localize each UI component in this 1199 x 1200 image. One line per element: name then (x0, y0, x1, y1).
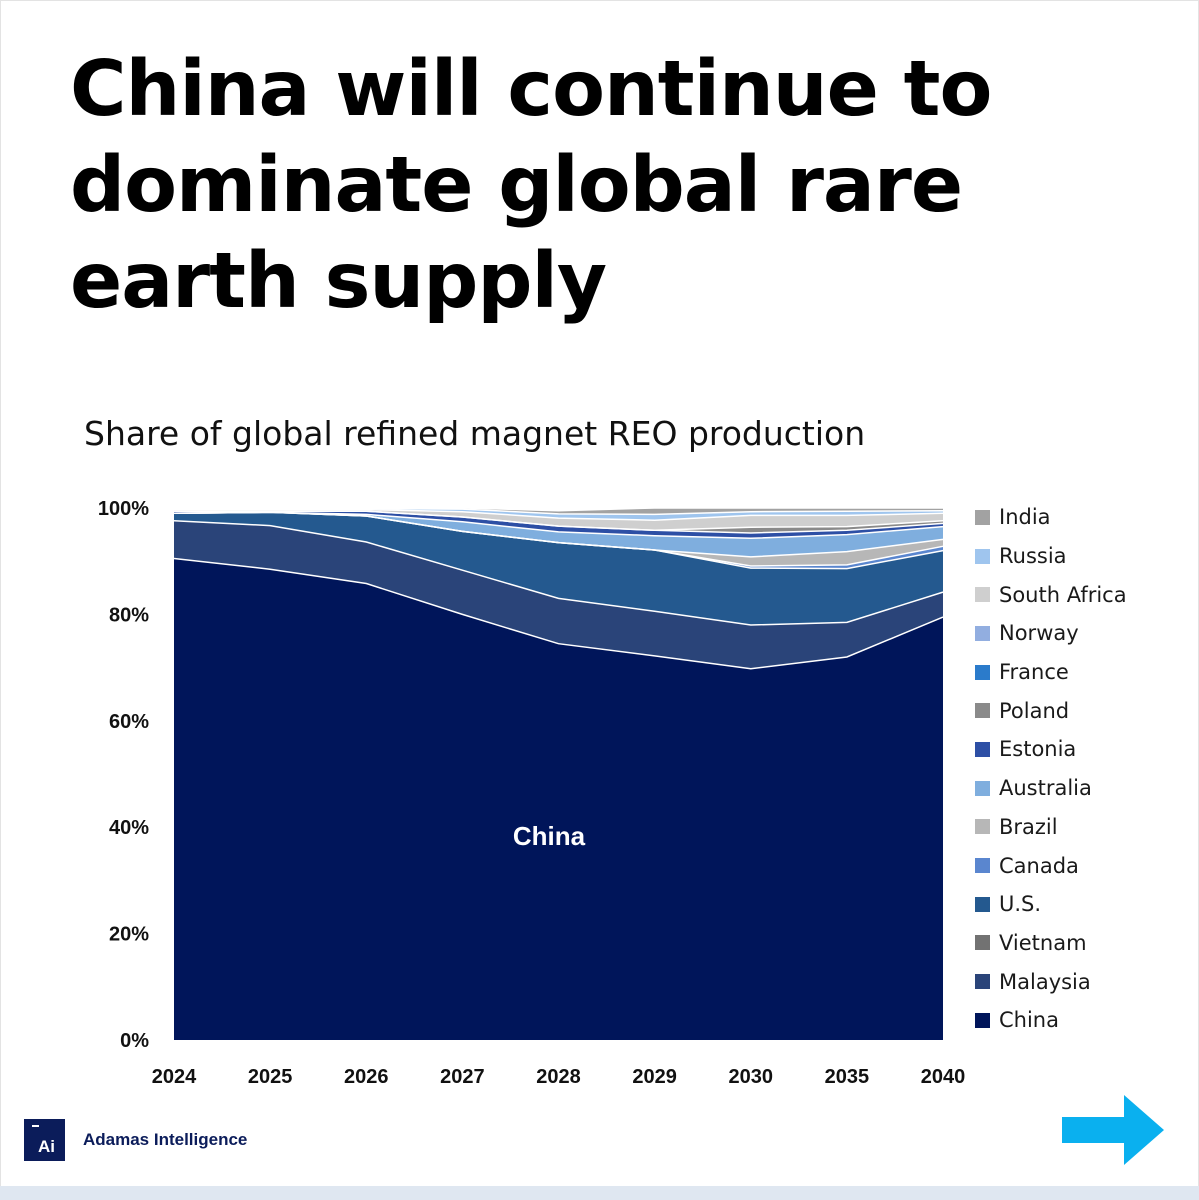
y-tick-label: 100% (98, 498, 149, 520)
x-tick-label: 2035 (825, 1066, 870, 1088)
brand-logo: Ai Adamas Intelligence (24, 1119, 247, 1161)
headline: China will continue to dominate global r… (70, 45, 992, 326)
x-tick-label: 2024 (152, 1066, 197, 1088)
legend-item: Estonia (975, 730, 1127, 769)
legend-label: Norway (999, 621, 1079, 646)
legend-swatch (975, 548, 990, 564)
legend-label: China (999, 1008, 1059, 1033)
legend-item: Norway (975, 614, 1127, 653)
area-layers (174, 508, 943, 1040)
legend-label: France (999, 660, 1069, 685)
legend-swatch (975, 509, 990, 525)
legend-swatch (975, 780, 990, 796)
legend-item: China (975, 1001, 1127, 1040)
logo-mark-text: Ai (38, 1137, 55, 1156)
boundary-south-africa (174, 508, 944, 521)
x-tick-label: 2025 (248, 1066, 293, 1088)
legend-label: Poland (999, 698, 1070, 723)
legend-item: Brazil (975, 808, 1127, 847)
area-south-africa (174, 509, 943, 531)
y-tick-label: 20% (109, 924, 149, 946)
legend-swatch (975, 741, 990, 757)
legend-swatch (975, 858, 990, 874)
legend-item: South Africa (975, 575, 1127, 614)
legend-item: Australia (975, 769, 1127, 808)
y-tick-label: 0% (120, 1030, 149, 1052)
legend-item: Russia (975, 537, 1127, 576)
boundary-malaysia (173, 520, 944, 626)
legend-label: U.S. (999, 892, 1042, 917)
x-tick-label: 2040 (921, 1066, 966, 1088)
y-tick-label: 40% (109, 817, 149, 839)
legend-swatch (975, 935, 990, 951)
x-tick-label: 2029 (632, 1066, 677, 1088)
boundary-china (173, 557, 944, 670)
legend-swatch (975, 974, 990, 990)
area-malaysia (174, 520, 943, 669)
legend-label: Australia (999, 776, 1092, 801)
legend-swatch (975, 625, 990, 641)
boundary-india (174, 507, 943, 512)
chart-title: Share of global refined magnet REO produ… (84, 414, 866, 453)
legend-item: U.S. (975, 885, 1127, 924)
legend-label: South Africa (999, 582, 1127, 607)
area-annotation-china: China (513, 821, 586, 851)
area-boundaries (173, 507, 944, 670)
legend-label: Canada (999, 853, 1079, 878)
chart-legend: India Russia South Africa Norway France Polan… (975, 498, 1127, 1040)
x-tick-label: 2027 (440, 1066, 485, 1088)
legend-swatch (975, 1012, 990, 1028)
bottom-band (0, 1186, 1199, 1200)
y-tick-label: 60% (109, 711, 149, 733)
area-australia (174, 512, 943, 557)
legend-item: Malaysia (975, 962, 1127, 1001)
legend-item: Poland (975, 691, 1127, 730)
legend-label: Vietnam (999, 930, 1087, 955)
legend-swatch (975, 703, 990, 719)
legend-label: Brazil (999, 814, 1058, 839)
legend-swatch (975, 819, 990, 835)
legend-label: Russia (999, 544, 1067, 569)
legend-label: Malaysia (999, 969, 1091, 994)
y-tick-label: 80% (109, 604, 149, 626)
legend-item: India (975, 498, 1127, 537)
legend-swatch (975, 896, 990, 912)
x-tick-label: 2028 (536, 1066, 581, 1088)
legend-item: Canada (975, 846, 1127, 885)
area-u-s (174, 512, 943, 625)
x-tick-label: 2030 (729, 1066, 774, 1088)
legend-label: Estonia (999, 737, 1077, 762)
brand-name: Adamas Intelligence (83, 1130, 248, 1149)
legend-label: India (999, 505, 1051, 530)
legend-item: Vietnam (975, 924, 1127, 963)
x-tick-label: 2026 (344, 1066, 389, 1088)
legend-item: France (975, 653, 1127, 692)
area-china (174, 558, 943, 1040)
area-canada (174, 512, 943, 569)
next-arrow-icon[interactable] (1062, 1095, 1164, 1165)
boundary-australia (173, 511, 944, 540)
adamas-logo-icon: Ai (24, 1119, 65, 1161)
legend-swatch (975, 587, 990, 603)
legend-swatch (975, 664, 990, 680)
boundary-poland (174, 510, 944, 532)
